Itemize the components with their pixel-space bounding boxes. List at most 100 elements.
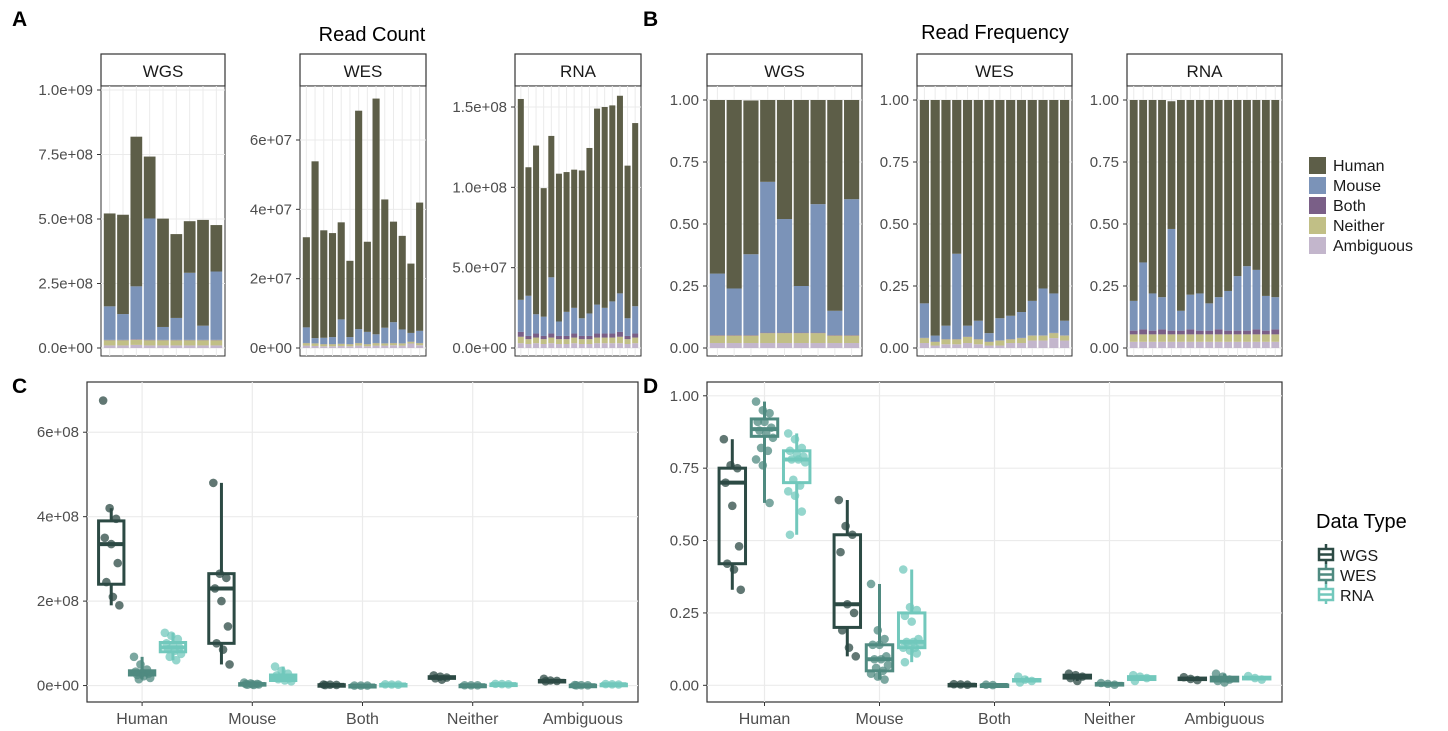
data-point-wgs — [956, 680, 965, 689]
y-tick-label: 1.0e+09 — [38, 82, 93, 99]
data-point-wes — [753, 417, 763, 427]
bar-segment-both — [1139, 329, 1148, 335]
bar-segment-ambiguous — [407, 343, 415, 348]
bar-segment-neither — [1129, 334, 1138, 342]
bar-segment-neither — [1139, 334, 1148, 342]
y-tick-label: 0.25 — [880, 278, 909, 295]
bar-segment-ambiguous — [594, 343, 601, 348]
bar-segment-neither — [1148, 334, 1157, 342]
bar-segment-ambiguous — [555, 343, 562, 348]
data-point-wes — [134, 674, 144, 684]
data-point-rna — [176, 649, 186, 659]
data-point-wgs — [222, 573, 231, 583]
bar-segment-neither — [962, 336, 973, 344]
bar-segment-human — [517, 98, 524, 300]
bar-segment-both — [540, 335, 547, 340]
bar-segment-human — [1186, 100, 1195, 295]
bar-segment-both — [533, 333, 540, 338]
bar-segment-mouse — [398, 329, 406, 344]
bar-segment-ambiguous — [1167, 341, 1176, 348]
data-point-wes — [880, 634, 889, 644]
panel-label-b: B — [643, 8, 658, 31]
data-point-rna — [1257, 675, 1267, 684]
bar-segment-both — [1214, 329, 1223, 335]
data-point-wgs — [851, 652, 861, 661]
data-point-wgs — [722, 559, 732, 569]
data-point-wes — [466, 681, 476, 690]
bar-segment-mouse — [930, 335, 940, 342]
bar-segment-human — [1038, 100, 1048, 289]
bar-segment-mouse — [372, 334, 380, 343]
x-tick-label-human: Human — [739, 711, 791, 728]
bar-segment-ambiguous — [984, 345, 994, 348]
bar-segment-human — [381, 199, 389, 328]
bar-segment-ambiguous — [1038, 340, 1048, 348]
bar-segment-both — [1271, 329, 1280, 335]
data-point-wgs — [98, 396, 108, 405]
bar-segment-ambiguous — [210, 345, 223, 348]
bar-segment-mouse — [1027, 300, 1037, 336]
bar-segment-human — [709, 100, 725, 274]
data-point-wgs — [217, 596, 226, 606]
legend-title-data-type: Data Type — [1316, 511, 1407, 533]
title-read-count: Read Count — [319, 24, 426, 46]
data-point-rna — [905, 602, 915, 612]
data-point-wes — [876, 654, 886, 664]
y-tick-label: 0.50 — [1090, 216, 1119, 233]
bar-segment-mouse — [1176, 310, 1185, 331]
bar-segment-both — [1129, 330, 1138, 335]
y-tick-label: 1.00 — [670, 92, 699, 109]
bar-segment-neither — [1038, 335, 1048, 341]
data-point-rna — [790, 491, 800, 500]
y-tick-label: 5.0e+07 — [452, 260, 507, 277]
bar-segment-human — [1176, 100, 1185, 311]
bar-segment-human — [1129, 100, 1138, 301]
data-point-wgs — [106, 539, 116, 549]
bar-segment-human — [183, 221, 196, 273]
data-point-wgs — [102, 577, 111, 587]
bar-segment-ambiguous — [1214, 341, 1223, 348]
bar-segment-human — [117, 214, 129, 315]
data-point-rna — [797, 443, 807, 453]
data-point-wgs — [1193, 675, 1202, 685]
bar-segment-ambiguous — [1176, 341, 1185, 348]
bar-segment-ambiguous — [1139, 341, 1148, 348]
data-point-wgs — [726, 460, 735, 470]
data-point-wgs — [1073, 676, 1082, 686]
y-tick-label: 1.00 — [670, 388, 699, 405]
data-point-rna — [165, 652, 175, 662]
data-point-wes — [871, 663, 881, 673]
data-point-wgs — [320, 680, 330, 690]
data-point-rna — [900, 611, 910, 621]
bar-segment-neither — [328, 344, 337, 347]
bar-segment-mouse — [1038, 288, 1048, 336]
y-tick-label: 0.25 — [670, 605, 699, 622]
bar-segment-neither — [1271, 334, 1280, 342]
data-point-rna — [1250, 673, 1260, 683]
legend-label-ambiguous: Ambiguous — [1333, 238, 1413, 255]
facet-plot-area-b-wes — [916, 85, 1073, 357]
data-point-wgs — [541, 677, 550, 686]
bar-segment-both — [143, 339, 156, 341]
bar-segment-neither — [372, 343, 380, 346]
bar-segment-both — [624, 335, 631, 340]
bar-segment-mouse — [616, 293, 623, 332]
bar-segment-mouse — [1252, 269, 1261, 330]
bar-segment-human — [632, 123, 639, 307]
bar-segment-human — [1233, 100, 1242, 277]
bar-segment-human — [197, 219, 209, 326]
data-point-wes — [350, 681, 359, 690]
bar-segment-both — [1167, 330, 1176, 335]
bar-segment-ambiguous — [197, 345, 209, 348]
legend-label-mouse: Mouse — [1333, 178, 1381, 195]
bar-segment-ambiguous — [130, 344, 143, 348]
bar-segment-ambiguous — [1195, 341, 1204, 348]
facet-strip-label: WES — [975, 62, 1014, 81]
data-point-wgs — [844, 643, 854, 652]
bar-segment-mouse — [1233, 276, 1242, 331]
bar-segment-neither — [726, 335, 742, 344]
bar-segment-neither — [320, 344, 328, 347]
bar-segment-neither — [117, 340, 129, 346]
bar-segment-ambiguous — [1271, 341, 1280, 348]
data-point-rna — [785, 530, 795, 540]
